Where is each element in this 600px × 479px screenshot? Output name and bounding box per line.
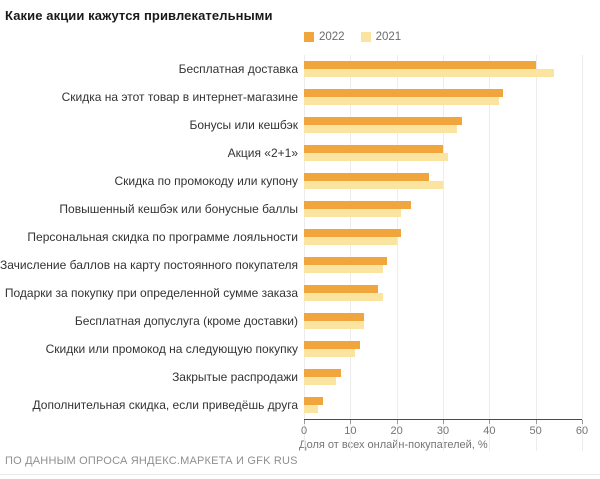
chart-row: Скидка на этот товар в интернет-магазине [0, 83, 600, 111]
bar-2021 [304, 125, 457, 133]
tick-label-40: 40 [483, 425, 496, 437]
bar-2021 [304, 237, 397, 245]
bar-track [304, 257, 582, 273]
chart-row: Закрытые распродажи [0, 363, 600, 391]
chart-row: Зачисление баллов на карту постоянного п… [0, 251, 600, 279]
bar-track [304, 145, 582, 161]
chart-row: Бонусы или кешбэк [0, 111, 600, 139]
category-label: Зачисление баллов на карту постоянного п… [0, 258, 298, 272]
legend-label: 2022 [319, 31, 345, 43]
chart-row: Бесплатная доставка [0, 55, 600, 83]
legend-swatch-2021 [360, 32, 371, 42]
chart-row: Скидка по промокоду или купону [0, 167, 600, 195]
tick-mark-30 [443, 420, 444, 424]
bar-track [304, 61, 582, 77]
bar-track [304, 313, 582, 329]
x-axis: 0 10 20 30 40 50 60 [300, 419, 588, 438]
legend-swatch-2022 [304, 32, 314, 42]
bar-track [304, 397, 582, 413]
source-note: ПО ДАННЫМ ОПРОСА ЯНДЕКС.МАРКЕТА И GFK RU… [5, 455, 298, 467]
category-label: Персональная скидка по программе лояльно… [27, 230, 298, 244]
bar-2021 [304, 405, 318, 413]
bar-track [304, 229, 582, 245]
bar-2021 [304, 209, 402, 217]
bar-2021 [304, 97, 499, 105]
bar-track [304, 285, 582, 301]
bar-2021 [304, 321, 365, 329]
legend-item-2021: 2021 [360, 31, 402, 43]
category-label: Скидка по промокоду или купону [114, 174, 298, 188]
tick-mark-20 [396, 420, 398, 424]
chart-row: Подарки за покупку при определенной сумм… [0, 279, 600, 307]
bar-2021 [304, 293, 383, 301]
category-label: Акция «2+1» [227, 146, 298, 160]
bar-2022 [304, 173, 430, 181]
category-label: Закрытые распродажи [172, 370, 298, 384]
bar-2022 [304, 61, 536, 69]
bar-2022 [304, 229, 402, 237]
tick-mark-10 [350, 420, 352, 424]
bar-track [304, 89, 582, 105]
bar-2021 [304, 349, 355, 357]
tick-label-10: 10 [344, 425, 357, 437]
bar-chart: Бесплатная доставка Скидка на этот товар … [0, 55, 600, 451]
tick-label-20: 20 [390, 425, 403, 437]
tick-mark-0 [304, 420, 305, 424]
chart-row: Скидки или промокод на следующую покупку [0, 335, 600, 363]
bar-2022 [304, 285, 379, 293]
bar-track [304, 341, 582, 357]
bar-track [304, 117, 582, 133]
chart-row: Акция «2+1» [0, 139, 600, 167]
category-label: Скидка на этот товар в интернет-магазине [61, 90, 298, 104]
category-label: Повышенный кешбэк или бонусные баллы [59, 202, 298, 216]
category-label: Подарки за покупку при определенной сумм… [4, 286, 298, 300]
bar-2021 [304, 69, 555, 77]
tick-label-50: 50 [529, 425, 542, 437]
bar-2022 [304, 201, 411, 209]
bar-2022 [304, 397, 323, 405]
chart-row: Дополнительная скидка, если приведёшь др… [0, 391, 600, 419]
legend-label: 2021 [375, 31, 402, 43]
bar-track [304, 201, 582, 217]
tick-label-30: 30 [436, 425, 450, 437]
tick-label-0: 0 [300, 425, 308, 437]
bar-2022 [304, 341, 360, 349]
x-axis-title: Доля от всех онлайн-покупателей, % [299, 439, 488, 451]
tick-label-60: 60 [575, 425, 589, 437]
bottom-divider [0, 474, 600, 475]
chart-title: Какие акции кажутся привлекательными [5, 8, 273, 23]
chart-rows: Бесплатная доставка Скидка на этот товар … [0, 55, 600, 419]
category-label: Дополнительная скидка, если приведёшь др… [32, 398, 298, 412]
bar-2021 [304, 181, 443, 189]
tick-mark-60 [582, 420, 583, 424]
bar-2022 [304, 89, 504, 97]
tick-mark-50 [535, 420, 537, 424]
legend-item-2022: 2022 [304, 31, 345, 43]
category-label: Бесплатная допуслуга (кроме доставки) [74, 314, 298, 328]
chart-row: Персональная скидка по программе лояльно… [0, 223, 600, 251]
bar-2022 [304, 313, 365, 321]
chart-row: Повышенный кешбэк или бонусные баллы [0, 195, 600, 223]
bar-2022 [304, 117, 462, 125]
bar-2022 [304, 145, 443, 153]
bar-2022 [304, 257, 388, 265]
bar-2021 [304, 153, 448, 161]
bar-2022 [304, 369, 342, 377]
bar-track [304, 173, 582, 189]
category-label: Бесплатная доставка [178, 62, 298, 76]
category-label: Скидки или промокод на следующую покупку [45, 342, 298, 356]
bar-track [304, 369, 582, 385]
bar-2021 [304, 377, 337, 385]
chart-row: Бесплатная допуслуга (кроме доставки) [0, 307, 600, 335]
legend: 2022 2021 [304, 30, 600, 44]
category-label: Бонусы или кешбэк [189, 118, 298, 132]
bar-2021 [304, 265, 383, 273]
tick-mark-40 [489, 420, 491, 424]
